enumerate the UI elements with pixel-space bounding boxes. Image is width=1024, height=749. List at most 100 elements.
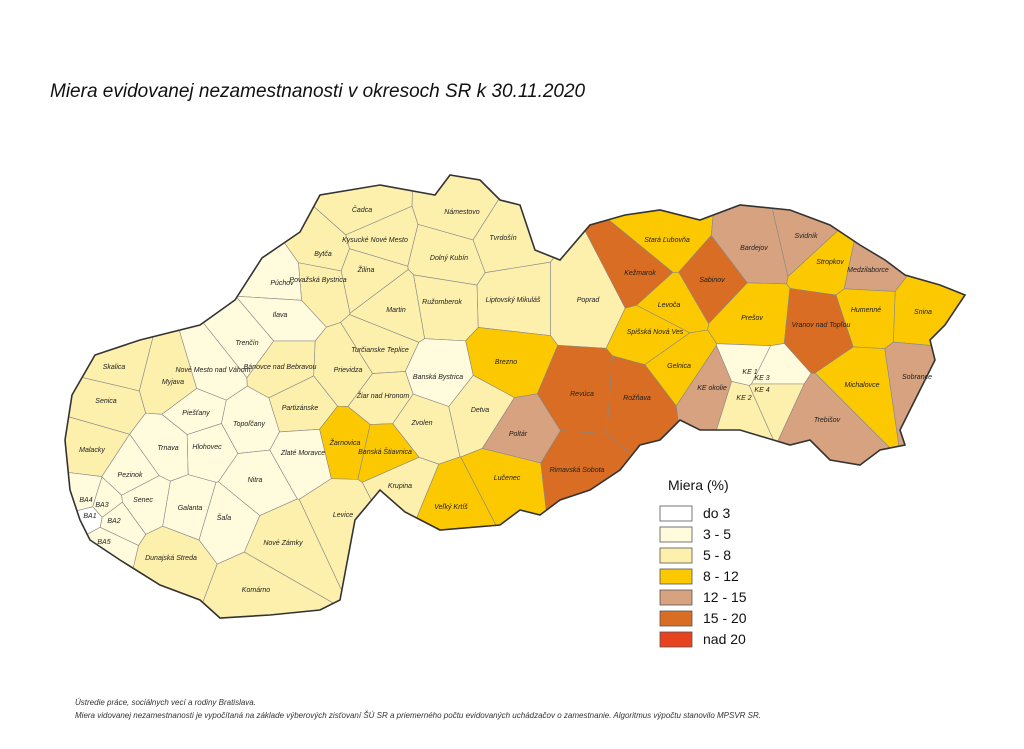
district-label: BA3 <box>95 502 108 509</box>
district-label: Zlaté Moravce <box>280 450 325 457</box>
district-label: Ilava <box>273 312 288 319</box>
district-label: Zvolen <box>410 420 432 427</box>
district-label: Nové Mesto nad Váhom <box>175 367 250 374</box>
district-label: Poltár <box>509 431 528 438</box>
district-label: Svidník <box>795 233 818 240</box>
district-label: KE 2 <box>736 395 751 402</box>
district-label: Turčianske Teplice <box>351 347 409 354</box>
legend-title: Miera (%) <box>668 477 729 493</box>
district-label: Spišská Nová Ves <box>627 329 684 336</box>
legend-label: 12 - 15 <box>703 589 747 605</box>
legend-label: nad 20 <box>703 631 746 647</box>
district-label: Trebišov <box>814 417 841 424</box>
district-label: Poprad <box>577 297 601 304</box>
district-label: Bardejov <box>740 245 768 252</box>
district-label: Nitra <box>248 477 263 484</box>
district-label: Žilina <box>357 265 375 274</box>
district-label: KE 1 <box>742 369 757 376</box>
district-label: Dolný Kubín <box>430 255 468 262</box>
legend-swatch <box>659 526 693 543</box>
district-label: Veľký Krtíš <box>434 504 468 511</box>
legend-label: 3 - 5 <box>703 526 731 542</box>
district-label: Žarnovica <box>329 438 361 447</box>
district-label: Partizánske <box>282 405 319 412</box>
districts <box>64 174 967 619</box>
district-label: Revúca <box>570 391 594 398</box>
district-label: Gelnica <box>667 363 691 370</box>
footnote: Ústredie práce, sociálnych vecí a rodiny… <box>75 698 256 707</box>
legend-swatch <box>659 631 693 648</box>
district-label: Kežmarok <box>624 270 656 277</box>
district-label: Bánovce nad Bebravou <box>244 364 317 371</box>
district-label: Bytča <box>314 251 332 258</box>
district-label: KE okolie <box>697 385 727 392</box>
district-label: KE 3 <box>754 375 769 382</box>
district-label: Sabinov <box>699 277 725 284</box>
district-label: Prievidza <box>334 367 363 374</box>
district-label: Stará Ľubovňa <box>644 237 690 244</box>
district-label: Trenčín <box>235 340 258 347</box>
legend: Miera (%) do 3 3 - 5 5 - 8 8 - 12 12 - 15 15 … <box>659 477 747 648</box>
district-label: Levice <box>333 512 353 519</box>
district-label: Čadca <box>352 205 372 214</box>
district-label: Šaľa <box>217 513 232 522</box>
district-label: Komárno <box>242 587 271 594</box>
district-label: Banská Štiavnica <box>358 447 412 456</box>
district-label: KE 4 <box>754 387 769 394</box>
district-label: BA2 <box>107 518 120 525</box>
district-label: Medzilaborce <box>847 267 889 274</box>
district-label: Piešťany <box>182 410 210 417</box>
district-label: Námestovo <box>444 209 480 216</box>
district-label: Lučenec <box>494 475 521 482</box>
district-label: Levoča <box>658 302 681 309</box>
legend-swatch <box>659 589 693 606</box>
district-label: Skalica <box>103 364 126 371</box>
legend-label: 15 - 20 <box>703 610 747 626</box>
district-label: Tvrdošín <box>489 235 516 242</box>
district-label: Michalovce <box>844 382 879 389</box>
district-label: Snina <box>914 309 932 316</box>
district-label: Nové Zámky <box>263 540 303 547</box>
district-labels: Čadca Kysucké Nové Mesto Námestovo Tvrdošín… <box>79 205 932 594</box>
district-label: Martin <box>386 307 406 314</box>
district-label: Myjava <box>162 379 184 386</box>
district-label: Rožňava <box>623 395 651 402</box>
district-label: Žiar nad Hronom <box>356 391 410 400</box>
district-label: BA5 <box>97 539 110 546</box>
district-label: Senica <box>95 398 117 405</box>
district-label: BA4 <box>79 497 92 504</box>
district-label: Krupina <box>388 483 412 490</box>
legend-label: 8 - 12 <box>703 568 739 584</box>
legend-label: 5 - 8 <box>703 547 731 563</box>
district-label: Brezno <box>495 359 517 366</box>
legend-label: do 3 <box>703 505 730 521</box>
district-label: Liptovský Mikuláš <box>486 297 541 304</box>
district-label: Galanta <box>178 505 203 512</box>
district-label: Humenné <box>851 307 881 314</box>
district-label: Detva <box>471 407 489 414</box>
district-label: Senec <box>133 497 153 504</box>
district-label: Pezinok <box>118 472 143 479</box>
district-label: Topoľčany <box>233 421 266 428</box>
district-label: BA1 <box>83 513 96 520</box>
district-label: Banská Bystrica <box>413 374 463 381</box>
district-label: Hlohovec <box>192 444 222 451</box>
legend-swatch <box>659 505 693 522</box>
district-label: Púchov <box>270 280 294 287</box>
district-label: Vranov nad Topľou <box>792 322 851 329</box>
district-label: Prešov <box>741 315 763 322</box>
district-label: Rimavská Sobota <box>550 467 605 474</box>
district-label: Považská Bystrica <box>289 277 346 284</box>
country-border <box>64 174 967 619</box>
map-title: Miera evidovanej nezamestnanosti v okres… <box>50 81 586 102</box>
district-label: Malacky <box>79 447 105 454</box>
district-label: Stropkov <box>816 259 844 266</box>
district-label: Trnava <box>157 445 178 452</box>
district-label: Sobrance <box>902 374 932 381</box>
legend-swatch <box>659 568 693 585</box>
district <box>413 274 479 342</box>
district-label: Dunajská Streda <box>145 555 197 562</box>
district-label: Ružomberok <box>422 299 462 306</box>
legend-swatch <box>659 610 693 627</box>
